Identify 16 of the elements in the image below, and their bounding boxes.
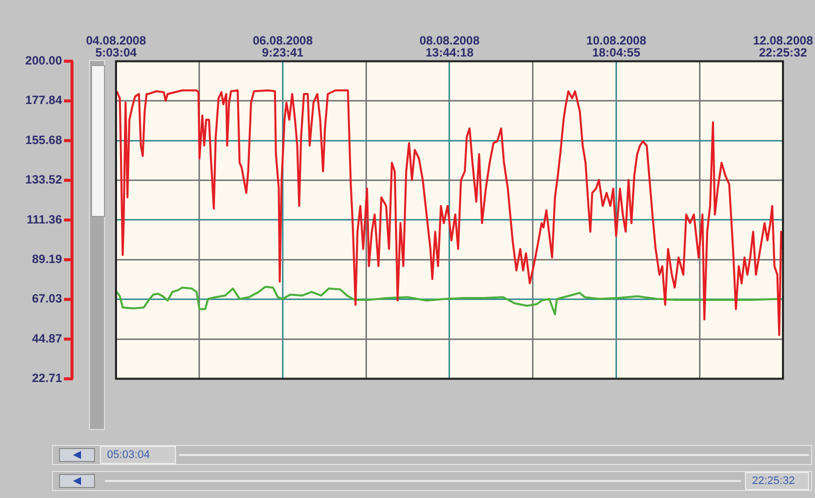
y-tick-label: 44.87 — [32, 331, 62, 346]
y-tick-label: 89.19 — [32, 252, 62, 266]
y-tick-label: 67.03 — [32, 292, 62, 306]
x-tick-label: 08.08.2008 13:44:18 — [419, 34, 480, 60]
x-tick-label: 10.08.2008 18:04:55 — [586, 34, 647, 60]
text: 05:03:04 — [100, 446, 176, 464]
y-tick-label: 155.68 — [25, 132, 62, 147]
x-tick-label: 06.08.2008 9:23:41 — [252, 34, 314, 60]
y-tick-label: 133.52 — [25, 172, 62, 187]
y-tick-label: 200.00 — [25, 54, 62, 68]
x-tick-label: 04.08.2008 5:03:04 — [86, 34, 146, 60]
y-tick-label: 177.84 — [25, 93, 62, 108]
y-tick-label: 22.71 — [32, 371, 62, 386]
text: 22:25:32 — [745, 472, 809, 490]
y-tick-label: 111.36 — [26, 212, 62, 226]
x-tick-label: 12.08.2008 22:25:32 — [752, 34, 814, 60]
